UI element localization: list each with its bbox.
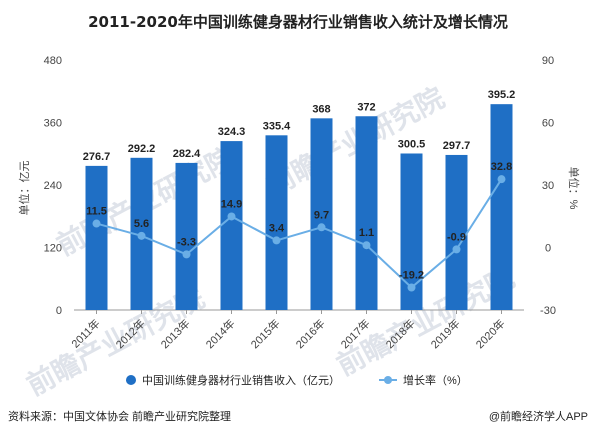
y-right-tick-2: 30	[542, 180, 554, 192]
bar-series	[85, 104, 513, 311]
bar-4	[265, 135, 288, 310]
bar-9	[490, 104, 513, 311]
growth-point-9	[497, 175, 506, 184]
y-right-tick-1: 0	[545, 243, 551, 255]
growth-point-7	[407, 283, 416, 292]
bar-3	[220, 141, 243, 310]
x-tick-label-9: 2020年	[473, 316, 508, 351]
growth-point-2	[182, 250, 191, 259]
x-tick-label-3: 2014年	[203, 316, 238, 351]
bar-value-label-0: 276.7	[83, 151, 111, 163]
legend-line-label: 增长率（%）	[403, 373, 468, 387]
y-axis-right-label: 单位：%	[567, 167, 581, 210]
bar-2	[175, 162, 198, 310]
bar-7	[400, 153, 423, 310]
y-right-tick-3: 60	[542, 118, 554, 130]
y-left-tick-2: 240	[44, 180, 62, 192]
x-tick-label-4: 2015年	[248, 316, 283, 351]
growth-value-label-2: -3.3	[177, 236, 196, 248]
growth-value-label-7: -19.2	[399, 270, 424, 282]
growth-point-0	[92, 219, 101, 228]
growth-value-label-6: 1.1	[359, 227, 374, 239]
bar-6	[355, 116, 378, 310]
data-labels: 276.7 292.2 282.4 324.3 335.4 368 372 300.5 297.…	[83, 89, 516, 281]
growth-value-label-3: 14.9	[221, 198, 242, 210]
y-left-tick-1: 120	[44, 243, 62, 255]
y-left-tick-3: 360	[44, 118, 62, 130]
y-right-tick-4: 90	[542, 55, 554, 67]
source-note: 资料来源：中国文体协会 前瞻产业研究院整理	[8, 409, 231, 423]
bar-value-label-7: 300.5	[398, 138, 426, 150]
y-left-tick-0: 0	[56, 305, 62, 317]
y-right-tick-0: -30	[540, 305, 556, 317]
bar-5	[310, 118, 333, 310]
legend-bar-marker	[126, 375, 136, 385]
bar-value-label-5: 368	[312, 103, 330, 115]
bar-value-label-3: 324.3	[218, 126, 246, 138]
brand-note: @前瞻经济学人APP	[489, 409, 588, 423]
growth-value-label-5: 9.7	[314, 209, 329, 221]
y-axis-left-label: 单位：亿元	[17, 161, 31, 216]
growth-point-5	[317, 223, 326, 232]
growth-value-label-8: -0.9	[447, 231, 466, 243]
growth-point-4	[272, 236, 281, 245]
bar-value-label-4: 335.4	[263, 120, 291, 132]
bar-value-label-1: 292.2	[128, 143, 156, 155]
legend-line-dot	[384, 376, 392, 384]
bar-8	[445, 154, 468, 310]
y-left-tick-4: 480	[44, 55, 62, 67]
growth-point-8	[452, 245, 461, 254]
bar-value-label-6: 372	[357, 101, 375, 113]
x-tick-label-5: 2016年	[293, 316, 328, 351]
legend-bar-label: 中国训练健身器材行业销售收入（亿元）	[142, 373, 340, 387]
growth-value-label-4: 3.4	[269, 222, 285, 234]
growth-value-label-9: 32.8	[491, 161, 512, 173]
legend: 中国训练健身器材行业销售收入（亿元） 增长率（%）	[126, 373, 468, 387]
growth-line	[96, 178, 503, 289]
growth-point-1	[137, 231, 146, 240]
growth-point-3	[227, 212, 236, 221]
line-series	[92, 175, 506, 292]
growth-point-6	[362, 241, 371, 250]
growth-value-label-0: 11.5	[86, 206, 107, 218]
chart-title: 2011-2020年中国训练健身器材行业销售收入统计及增长情况	[88, 13, 508, 31]
bar-value-label-8: 297.7	[443, 140, 471, 152]
bar-value-label-9: 395.2	[488, 89, 516, 101]
bar-value-label-2: 282.4	[173, 148, 201, 160]
bar-0	[85, 165, 108, 310]
growth-value-label-1: 5.6	[134, 218, 149, 230]
